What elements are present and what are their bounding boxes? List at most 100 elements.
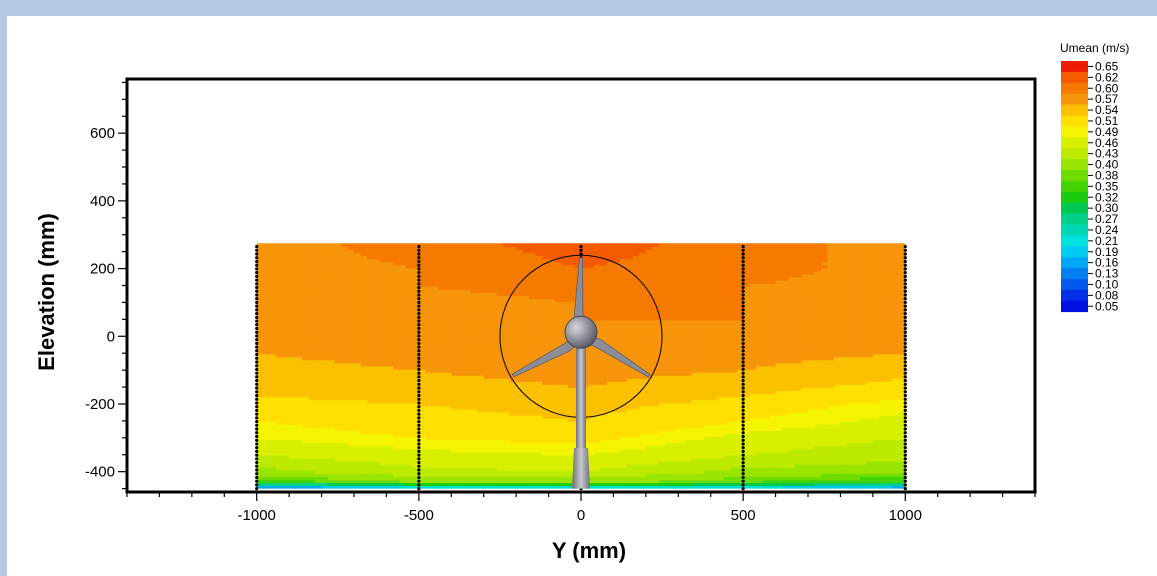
contour-cell: [503, 273, 511, 278]
contour-cell: [516, 270, 524, 275]
contour-cell: [425, 301, 433, 306]
contour-cell: [282, 319, 290, 324]
contour-cell: [354, 448, 362, 453]
contour-cell: [542, 408, 550, 413]
contour-cell: [581, 283, 589, 287]
contour-cell: [418, 421, 426, 425]
contour-cell: [282, 316, 290, 321]
contour-cell: [619, 479, 627, 484]
contour-cell: [263, 442, 271, 447]
contour-cell: [639, 433, 647, 438]
contour-cell: [548, 445, 556, 450]
contour-cell: [438, 402, 446, 407]
contour-cell: [587, 304, 595, 309]
contour-cell: [334, 467, 342, 471]
contour-cell: [392, 461, 400, 465]
contour-cell: [276, 319, 284, 324]
contour-cell: [256, 298, 264, 303]
contour-cell: [347, 307, 355, 312]
contour-cell: [639, 276, 647, 281]
contour-cell: [328, 329, 336, 333]
contour-cell: [632, 338, 640, 342]
contour-cell: [639, 457, 647, 462]
contour-cell: [548, 270, 556, 275]
contour-cell: [295, 442, 303, 447]
contour-cell: [619, 307, 627, 312]
contour-cell: [282, 411, 290, 416]
contour-cell: [269, 411, 277, 416]
contour-cell: [587, 427, 595, 431]
contour-cell: [561, 258, 569, 263]
contour-cell: [263, 381, 271, 385]
contour-cell: [509, 295, 517, 300]
contour-cell: [529, 246, 537, 250]
contour-cell: [522, 482, 530, 487]
contour-cell: [263, 258, 271, 263]
contour-cell: [613, 396, 621, 401]
contour-cell: [529, 378, 537, 382]
contour-cell: [276, 424, 284, 428]
contour-cell: [561, 467, 569, 471]
contour-cell: [490, 249, 498, 253]
contour-cell: [373, 396, 381, 401]
contour-cell: [334, 427, 342, 431]
contour-cell: [328, 341, 336, 346]
contour-cell: [451, 283, 459, 287]
contour-cell: [477, 335, 485, 339]
contour-cell: [516, 243, 524, 247]
contour-cell: [405, 341, 413, 346]
contour-cell: [373, 341, 381, 346]
contour-cell: [509, 286, 517, 290]
contour-cell: [431, 421, 439, 425]
contour-cell: [328, 384, 336, 388]
contour-cell: [470, 485, 478, 489]
contour-cell: [470, 286, 478, 290]
contour-cell: [626, 304, 634, 309]
contour-cell: [289, 457, 297, 462]
contour-cell: [593, 396, 602, 401]
contour-cell: [652, 399, 660, 404]
contour-cell: [269, 442, 277, 447]
contour-cell: [522, 448, 530, 453]
contour-cell: [451, 344, 459, 349]
contour-cell: [354, 347, 362, 352]
contour-cell: [606, 405, 615, 410]
contour-cell: [373, 445, 381, 450]
contour-cell: [295, 341, 303, 346]
contour-cell: [535, 307, 543, 312]
contour-cell: [431, 249, 439, 253]
contour-cell: [457, 304, 465, 309]
contour-cell: [626, 424, 634, 428]
contour-cell: [529, 439, 537, 444]
contour-cell: [529, 341, 537, 346]
contour-cell: [282, 461, 290, 465]
contour-cell: [328, 356, 336, 361]
contour-cell: [269, 461, 277, 465]
contour-cell: [379, 301, 388, 306]
contour-cell: [341, 255, 349, 260]
contour-cell: [613, 283, 621, 287]
contour-cell: [639, 332, 647, 336]
contour-cell: [425, 433, 433, 438]
contour-cell: [431, 353, 439, 358]
contour-cell: [535, 421, 543, 425]
contour-cell: [490, 252, 498, 257]
contour-cell: [269, 286, 277, 290]
contour-cell: [529, 464, 537, 468]
contour-cell: [321, 485, 329, 489]
contour-cell: [619, 273, 627, 278]
contour-cell: [593, 304, 602, 309]
contour-cell: [542, 292, 550, 296]
contour-cell: [444, 439, 452, 444]
contour-cell: [392, 261, 400, 266]
contour-cell: [276, 384, 284, 388]
contour-cell: [606, 433, 615, 438]
contour-cell: [289, 264, 297, 269]
contour-cell: [282, 307, 290, 312]
contour-cell: [451, 313, 459, 318]
contour-cell: [522, 479, 530, 484]
contour-cell: [606, 338, 615, 342]
contour-cell: [548, 344, 556, 349]
contour-cell: [477, 473, 485, 477]
contour-cell: [581, 304, 589, 309]
